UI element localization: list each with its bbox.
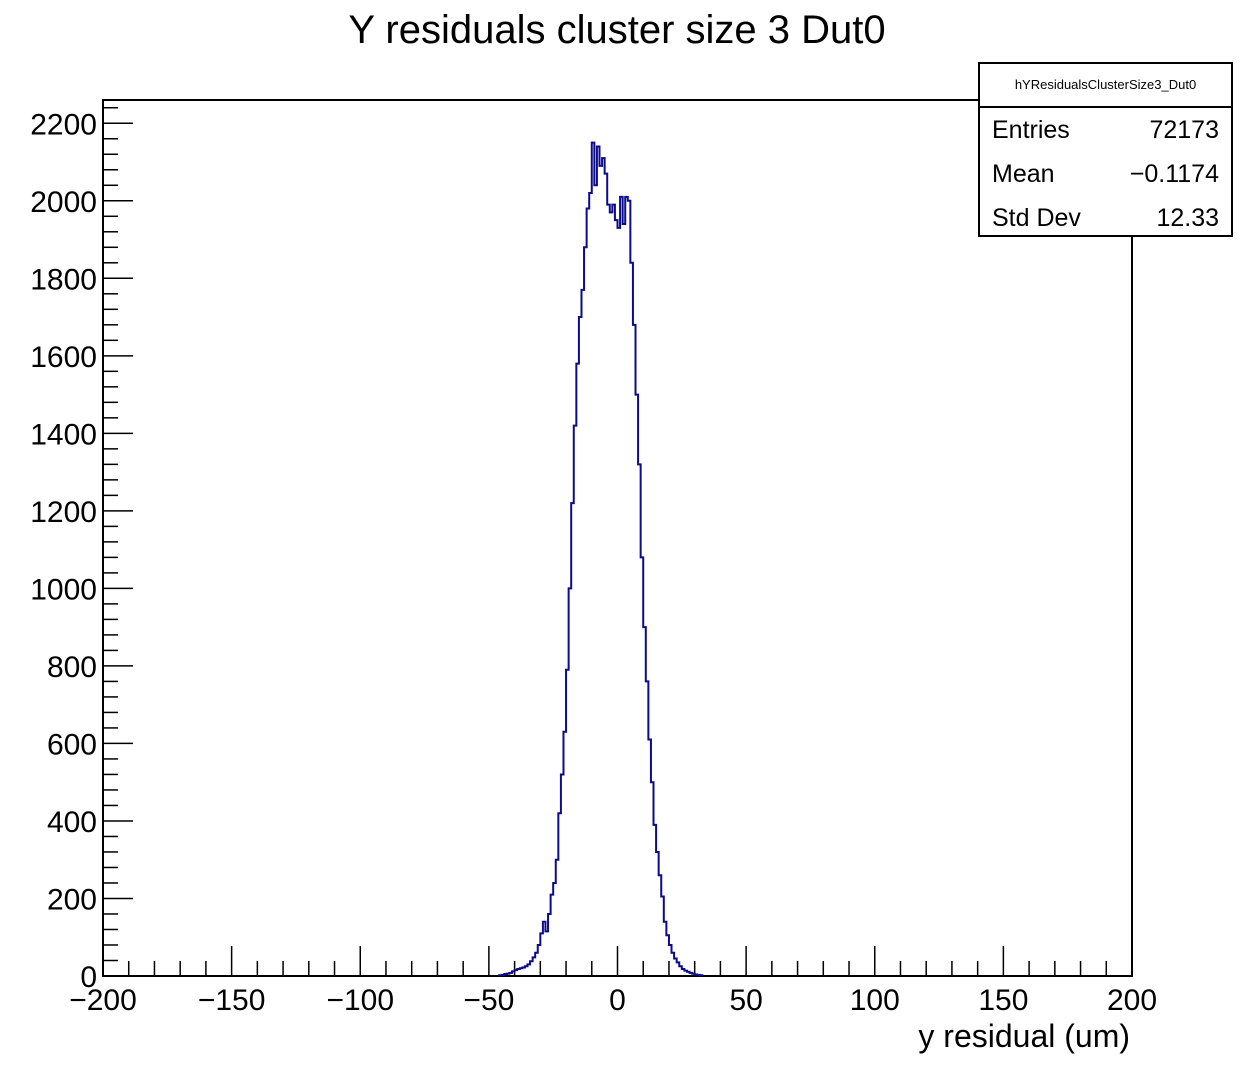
stats-value: 12.33 [1156, 204, 1219, 232]
stats-label: Entries [992, 116, 1070, 144]
histogram-bin [594, 185, 597, 976]
stats-label: Std Dev [992, 204, 1081, 232]
histogram-bin [628, 201, 631, 976]
y-tick-label: 0 [80, 961, 97, 994]
x-tick-label: −100 [326, 984, 394, 1017]
histogram-bin [625, 197, 628, 976]
x-tick-label: 200 [1107, 984, 1157, 1017]
x-tick-label: 100 [850, 984, 900, 1017]
histogram-bin [612, 205, 615, 976]
histogram-bin [592, 143, 595, 976]
chart-title: Y residuals cluster size 3 Dut0 [348, 8, 885, 52]
y-tick-label: 600 [47, 728, 97, 761]
x-tick-label: −200 [69, 984, 137, 1017]
histogram-bin [579, 317, 582, 976]
stats-box: hYResidualsClusterSize3_Dut0 Entries 721… [978, 62, 1233, 237]
histogram-bin [633, 325, 636, 976]
y-axis-ticks: 0 200 400 600 800 1000 1200 1400 1600 1800 2000 220… [30, 107, 133, 994]
stats-label: Mean [992, 160, 1055, 188]
y-tick-label: 400 [47, 806, 97, 839]
histogram-bin [599, 166, 602, 976]
histogram-bin [636, 395, 639, 976]
x-tick-label: 50 [729, 984, 762, 1017]
y-tick-label: 1200 [30, 496, 97, 529]
x-axis-ticks: −200 −150 −100 −50 0 50 100 150 200 [69, 946, 1157, 1017]
x-tick-label: 0 [609, 984, 626, 1017]
histogram-outline [498, 141, 704, 977]
histogram-bin [602, 158, 605, 976]
histogram-bin [605, 174, 608, 976]
histogram-bin [607, 205, 610, 976]
y-tick-label: 2000 [30, 186, 97, 219]
histogram-bin [618, 228, 621, 976]
histogram-bin [574, 426, 577, 976]
histogram-bin [615, 220, 618, 976]
x-tick-label: 150 [978, 984, 1028, 1017]
histogram-bin [553, 883, 556, 976]
histogram-bins [499, 143, 702, 976]
histogram-bin [597, 147, 600, 976]
stats-row-entries: Entries 72173 [980, 108, 1231, 152]
stats-value: 72173 [1149, 116, 1219, 144]
stats-histogram-name: hYResidualsClusterSize3_Dut0 [980, 64, 1231, 108]
histogram-bin [610, 212, 613, 976]
histogram-bin [587, 209, 590, 976]
histogram-bin [620, 197, 623, 976]
y-tick-label: 1400 [30, 418, 97, 451]
histogram-bin [576, 364, 579, 976]
x-axis-title: y residual (um) [918, 1018, 1130, 1054]
histogram-bin [589, 193, 592, 976]
stats-value: −0.1174 [1129, 160, 1219, 188]
histogram-bin [584, 247, 587, 976]
y-tick-label: 2200 [30, 108, 97, 141]
histogram-bin [581, 290, 584, 976]
histogram-bin [545, 931, 548, 976]
x-tick-label: −150 [198, 984, 266, 1017]
stats-row-mean: Mean −0.1174 [980, 152, 1231, 196]
histogram-bin [623, 224, 626, 976]
y-tick-label: 1000 [30, 573, 97, 606]
y-tick-label: 1600 [30, 341, 97, 374]
y-tick-label: 800 [47, 651, 97, 684]
x-tick-label: −50 [463, 984, 514, 1017]
y-tick-label: 1800 [30, 263, 97, 296]
stats-row-std-dev: Std Dev 12.33 [980, 196, 1231, 240]
histogram-bin [630, 263, 633, 976]
y-tick-label: 200 [47, 883, 97, 916]
